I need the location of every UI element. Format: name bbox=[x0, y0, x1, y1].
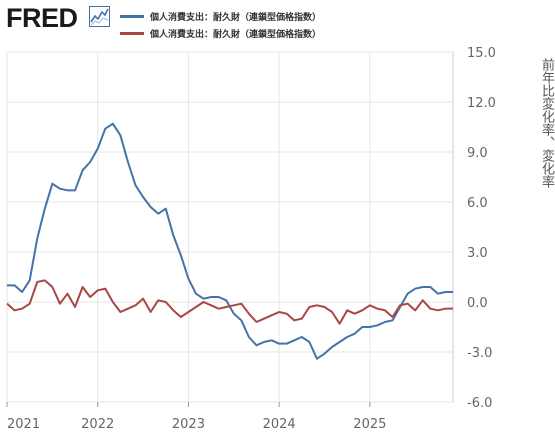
legend-swatch-series-1 bbox=[120, 15, 144, 18]
y-tick-label: 15.0 bbox=[467, 46, 496, 61]
line-chart-icon bbox=[89, 6, 110, 27]
y-tick-label: -6.0 bbox=[467, 396, 492, 411]
y-tick-label: 0.0 bbox=[467, 296, 488, 311]
legend-item-series-2[interactable]: 個人消費支出：耐久財（連鎖型価格指数） bbox=[120, 25, 321, 42]
y-axis-label: 前年比変化率、変化率 bbox=[539, 58, 554, 188]
plot-area-frame bbox=[6, 51, 454, 403]
legend-swatch-series-2 bbox=[120, 32, 144, 35]
chart-legend: 個人消費支出：耐久財（連鎖型価格指数） 個人消費支出：耐久財（連鎖型価格指数） bbox=[120, 8, 321, 42]
series-line-2 bbox=[6, 279, 453, 325]
y-tick-label: 3.0 bbox=[467, 246, 488, 261]
x-tick-label: 2021 bbox=[7, 417, 40, 432]
y-tick-label: 6.0 bbox=[467, 196, 488, 211]
series-line-1 bbox=[7, 122, 453, 360]
chart-series bbox=[6, 122, 453, 360]
y-tick-label: -3.0 bbox=[467, 346, 492, 361]
x-tick-label: 2022 bbox=[81, 417, 114, 432]
chart-header: FRED 個人消費支出：耐久財（連鎖型価格指数） 個人消費支出：耐久財（連鎖型価… bbox=[0, 0, 555, 50]
legend-item-series-1[interactable]: 個人消費支出：耐久財（連鎖型価格指数） bbox=[120, 8, 321, 25]
y-tick-label: 9.0 bbox=[467, 146, 488, 161]
legend-label-series-1: 個人消費支出：耐久財（連鎖型価格指数） bbox=[150, 13, 322, 23]
legend-label-series-2: 個人消費支出：耐久財（連鎖型価格指数） bbox=[150, 30, 322, 40]
fred-logo[interactable]: FRED bbox=[6, 3, 78, 33]
chart-grid bbox=[6, 51, 454, 403]
x-tick-label: 2023 bbox=[172, 417, 205, 432]
y-tick-label: 12.0 bbox=[467, 96, 496, 111]
x-tick-label: 2025 bbox=[353, 417, 386, 432]
y-axis-ticks: -6.0 -3.0 0.0 3.0 6.0 9.0 12.0 15.0 bbox=[467, 46, 496, 411]
x-tick-label: 2024 bbox=[263, 417, 296, 432]
x-axis-ticks: 2021 2022 2023 2024 2025 bbox=[6, 402, 386, 432]
